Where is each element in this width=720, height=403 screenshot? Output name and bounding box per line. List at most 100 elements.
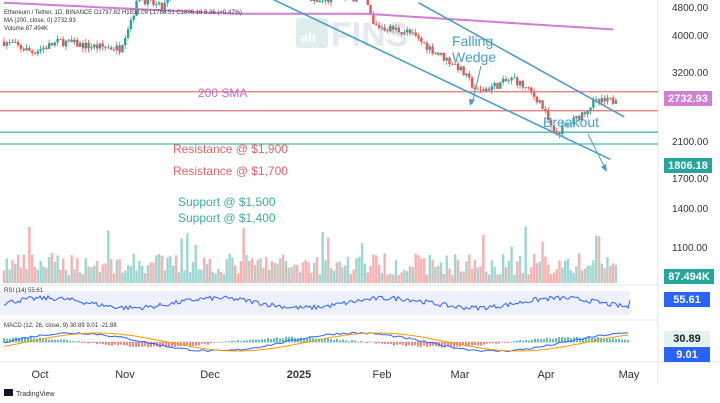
volume-bar <box>225 258 228 283</box>
macd-bar <box>486 342 488 344</box>
volume-bar <box>112 273 116 283</box>
macd-bar <box>621 339 623 343</box>
candle-body <box>499 82 502 89</box>
macd-bar <box>48 339 50 343</box>
macd-bar <box>279 338 281 343</box>
candle-body <box>67 39 71 41</box>
macd-bar <box>234 341 236 343</box>
support-1400-label: Support @ $1,400 <box>178 211 276 225</box>
rsi-line <box>3 294 631 312</box>
volume-bar <box>389 273 392 283</box>
volume-bar <box>78 272 82 283</box>
volume-bar <box>318 274 322 283</box>
macd-bar <box>393 342 395 346</box>
macd-bar <box>189 342 191 347</box>
candle-body <box>107 47 110 49</box>
volume-bar <box>146 265 150 283</box>
legend-volume: Volume 87.494K <box>4 26 48 32</box>
volume-bar <box>513 274 516 283</box>
volume-bar <box>222 274 226 283</box>
rsi-band <box>0 291 630 315</box>
macd-bar <box>588 336 590 343</box>
macd-bar <box>558 336 560 343</box>
volume-bar <box>431 259 434 283</box>
volume-bar <box>448 268 451 283</box>
candle-body <box>126 29 130 39</box>
volume-bar <box>476 267 479 283</box>
volume-bar <box>87 266 90 283</box>
volume-bar <box>45 267 48 283</box>
macd-badge-2-text: 9.01 <box>676 349 697 361</box>
candle-body <box>394 27 398 30</box>
volume-bar <box>307 262 310 283</box>
macd-bar <box>402 342 404 345</box>
volume-bar <box>126 264 130 283</box>
volume-bar <box>301 262 305 283</box>
volume-bar <box>417 255 420 283</box>
macd-bar <box>489 342 491 344</box>
candle-body <box>575 115 578 119</box>
volume-bar <box>425 274 429 283</box>
macd-bar <box>60 339 62 343</box>
candle-body <box>95 44 99 49</box>
candle-body <box>462 66 465 76</box>
horizontal-levels <box>0 91 658 145</box>
macd-bar <box>192 342 194 347</box>
volume-bar <box>262 267 265 283</box>
macd-bar <box>90 342 92 343</box>
macd-bar <box>168 342 170 348</box>
volume-bar <box>482 234 485 283</box>
volume-bar <box>149 262 152 283</box>
macd-bar <box>120 342 122 345</box>
macd-bar <box>387 342 389 344</box>
candle-body <box>420 37 423 42</box>
macd-bar <box>78 341 80 343</box>
volume-bar <box>250 258 254 283</box>
candle-body <box>352 0 355 2</box>
sma-label: 200 SMA <box>198 86 247 100</box>
macd-bar <box>252 339 254 343</box>
volume-bar <box>310 272 313 283</box>
macd-bar <box>492 342 494 344</box>
resistance-1700-label: Resistance @ $1,700 <box>173 164 288 178</box>
macd-bar <box>408 342 410 346</box>
macd-bar <box>462 342 464 346</box>
candle-body <box>547 110 550 121</box>
macd-bar <box>63 339 65 343</box>
tradingview-brand: TradingView <box>16 391 55 398</box>
candle-body <box>70 39 73 43</box>
volume-bar <box>406 271 409 283</box>
volume-bar <box>586 265 589 283</box>
candle-body <box>569 124 572 125</box>
candle-body <box>124 38 127 46</box>
candle-body <box>592 99 595 108</box>
legend-ma: MA (200, close, 0) 2732.93 <box>4 18 76 24</box>
candle-body <box>552 125 556 132</box>
macd-bar <box>27 338 29 343</box>
candle-body <box>160 2 164 10</box>
macd-bar <box>612 338 614 343</box>
macd-bar <box>258 339 260 343</box>
macd-bar <box>471 342 473 346</box>
macd-histogram <box>3 336 629 348</box>
volume-bar <box>453 254 457 283</box>
macd-bar <box>564 337 566 343</box>
candle-body <box>400 32 403 35</box>
candle-body <box>507 80 510 82</box>
volume-bar <box>580 270 584 283</box>
macd-bar <box>477 342 479 346</box>
macd-bar <box>396 342 398 345</box>
candle-body <box>11 41 14 43</box>
volume-bar <box>414 253 417 283</box>
macd-bar <box>504 342 506 343</box>
sma-badge-text: 2732.93 <box>668 93 708 105</box>
volume-bar <box>155 255 158 283</box>
volume-bar <box>394 259 398 283</box>
macd-bar <box>231 340 233 343</box>
candle-body <box>425 42 429 50</box>
tick-label: 1100.00 <box>672 243 708 254</box>
macd-bar <box>420 342 422 347</box>
macd-bar <box>213 342 215 343</box>
time-label: Nov <box>115 369 135 381</box>
